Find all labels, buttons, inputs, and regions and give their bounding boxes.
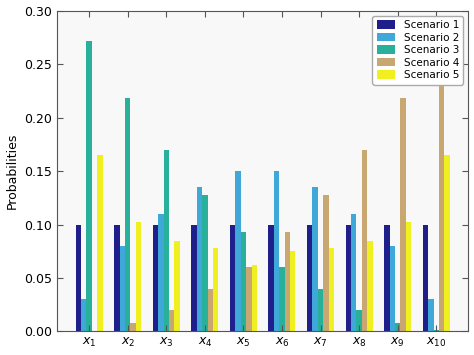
Bar (202, 195, 208, 332)
Bar (119, 246, 125, 332)
Bar (312, 187, 318, 332)
Bar (197, 187, 202, 332)
Bar (76, 224, 81, 332)
Bar (285, 232, 290, 332)
Y-axis label: Probabilities: Probabilities (6, 133, 18, 209)
Bar (213, 248, 219, 332)
Bar (153, 224, 158, 332)
Bar (169, 310, 174, 332)
Bar (307, 224, 312, 332)
Bar (136, 222, 141, 332)
Bar (252, 265, 257, 332)
Bar (279, 267, 285, 332)
Bar (86, 40, 92, 332)
Bar (174, 241, 180, 332)
Bar (395, 323, 401, 332)
Bar (318, 289, 323, 332)
Bar (274, 171, 279, 332)
Bar (328, 248, 334, 332)
Bar (323, 195, 328, 332)
Bar (158, 214, 164, 332)
Bar (351, 214, 356, 332)
Bar (130, 323, 136, 332)
Bar (125, 98, 130, 332)
Bar (356, 310, 362, 332)
Bar (346, 224, 351, 332)
Bar (439, 40, 444, 332)
Bar (401, 98, 406, 332)
Bar (434, 331, 439, 332)
Bar (406, 222, 411, 332)
Bar (208, 289, 213, 332)
Bar (362, 149, 367, 332)
Bar (246, 267, 252, 332)
Bar (81, 299, 86, 332)
Bar (191, 224, 197, 332)
Bar (114, 224, 119, 332)
Bar (235, 171, 241, 332)
Bar (268, 224, 274, 332)
Bar (444, 155, 450, 332)
Bar (390, 246, 395, 332)
Bar (367, 241, 373, 332)
Bar (290, 251, 295, 332)
Bar (384, 224, 390, 332)
Bar (241, 232, 246, 332)
Bar (230, 224, 235, 332)
Bar (164, 149, 169, 332)
Bar (97, 155, 103, 332)
Legend: Scenario 1, Scenario 2, Scenario 3, Scenario 4, Scenario 5: Scenario 1, Scenario 2, Scenario 3, Scen… (373, 16, 463, 84)
Bar (423, 224, 428, 332)
Bar (428, 299, 434, 332)
